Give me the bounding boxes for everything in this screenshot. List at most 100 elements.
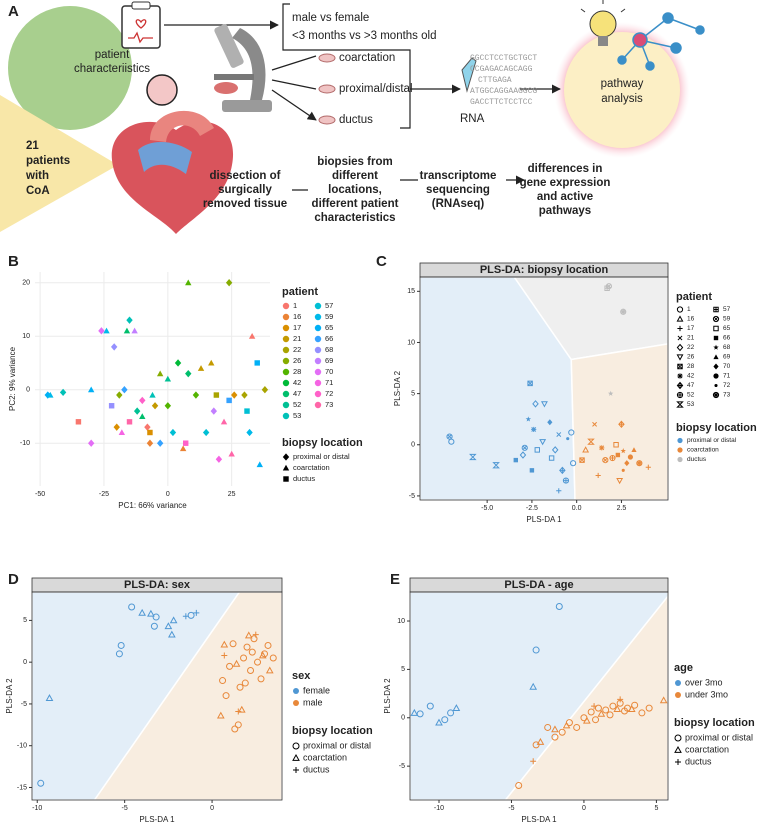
pathway-text: pathway [601, 78, 644, 90]
y-tick-label: 0 [401, 715, 405, 722]
point [621, 707, 629, 715]
point [247, 667, 255, 674]
legend-label: under 3mo [685, 689, 728, 699]
legend-swatch [282, 313, 290, 321]
point [534, 447, 540, 453]
legend-label: 53 [687, 401, 695, 408]
legend-label: 17 [293, 323, 301, 332]
legend-label: 69 [325, 356, 333, 365]
point [113, 423, 120, 431]
point [197, 365, 205, 371]
point [513, 457, 519, 463]
legend-label: 72 [723, 382, 731, 389]
point [151, 402, 159, 410]
legend-swatch [282, 412, 290, 420]
microscope [214, 24, 272, 112]
point [248, 648, 256, 656]
legend-label: 68 [325, 345, 333, 354]
point [236, 683, 244, 691]
point [257, 675, 265, 683]
point [605, 283, 613, 290]
point [261, 650, 269, 658]
legend-swatch [674, 745, 682, 753]
point [558, 728, 566, 736]
point [410, 708, 419, 716]
legend-label: 66 [325, 334, 333, 343]
point [146, 439, 154, 447]
point [126, 419, 133, 425]
legend-swatch [676, 391, 684, 399]
location-text: coarctation [339, 52, 395, 64]
point [587, 708, 595, 716]
legend-label: proximal or distal [687, 437, 737, 444]
legend-swatch [677, 447, 683, 453]
point [244, 631, 253, 639]
point [202, 428, 210, 437]
sequence-text: GGCCTCCTGCTGCT [470, 54, 537, 63]
point [237, 705, 246, 713]
sequence-text: ATGGCAGGAAGGCG [470, 87, 537, 96]
legend-label: coarctation [687, 447, 719, 454]
point [435, 718, 443, 726]
y-tick-label: 0 [411, 442, 415, 449]
chart-title: PLS-DA: biopsy location [480, 264, 609, 276]
legend-swatch [314, 357, 322, 365]
point [452, 704, 461, 711]
legend-swatch [676, 401, 684, 408]
legend-swatch [677, 373, 683, 379]
point [441, 716, 449, 724]
point [144, 423, 151, 431]
point [121, 386, 128, 394]
panel-a [0, 0, 705, 234]
y-tick-label: 15 [407, 288, 415, 295]
point [556, 488, 562, 494]
point [220, 418, 228, 425]
point [595, 472, 601, 479]
legend-label: over 3mo [685, 677, 723, 687]
class-region [570, 343, 669, 501]
legend-label: 17 [687, 325, 695, 332]
comparison-text: male vs female [292, 12, 369, 24]
point [627, 705, 636, 712]
legend-label: 21 [687, 335, 695, 342]
step-text: differences in [528, 163, 603, 175]
point [193, 609, 200, 616]
legend-label: coarctation [293, 463, 330, 472]
legend-swatch [282, 379, 290, 387]
point [531, 426, 537, 433]
point [229, 640, 237, 648]
patients-text: CoA [26, 185, 50, 197]
legend-label: coarctation [685, 744, 729, 754]
point [645, 704, 653, 712]
legend-label: 52 [293, 400, 301, 409]
point [566, 437, 570, 441]
point [164, 622, 173, 630]
legend-label: 42 [293, 378, 301, 387]
step-text: removed tissue [203, 198, 287, 210]
legend-label: 70 [325, 367, 333, 376]
panel-border [31, 591, 283, 801]
legend-label: 16 [687, 316, 695, 323]
point [168, 630, 176, 638]
legend-label: 59 [723, 316, 731, 323]
point [87, 386, 95, 393]
legend-label: 73 [723, 392, 731, 399]
legend-label: 28 [687, 363, 695, 370]
sequence-text: CTTGAGA [478, 76, 512, 85]
point [45, 694, 54, 701]
x-tick-label: 0 [210, 805, 214, 812]
point [446, 433, 453, 440]
point [226, 662, 234, 670]
point [636, 460, 643, 467]
point [185, 369, 192, 378]
step-text: dissection of [210, 170, 281, 182]
network [617, 12, 705, 71]
step-text: characteristics [314, 212, 395, 224]
legend-title: sex [292, 670, 311, 682]
point [562, 721, 571, 729]
legend-swatch [713, 325, 719, 332]
legend-title: patient [676, 291, 712, 303]
x-tick-label: 0 [582, 805, 586, 812]
point [597, 709, 606, 717]
legend-swatch [676, 343, 684, 352]
